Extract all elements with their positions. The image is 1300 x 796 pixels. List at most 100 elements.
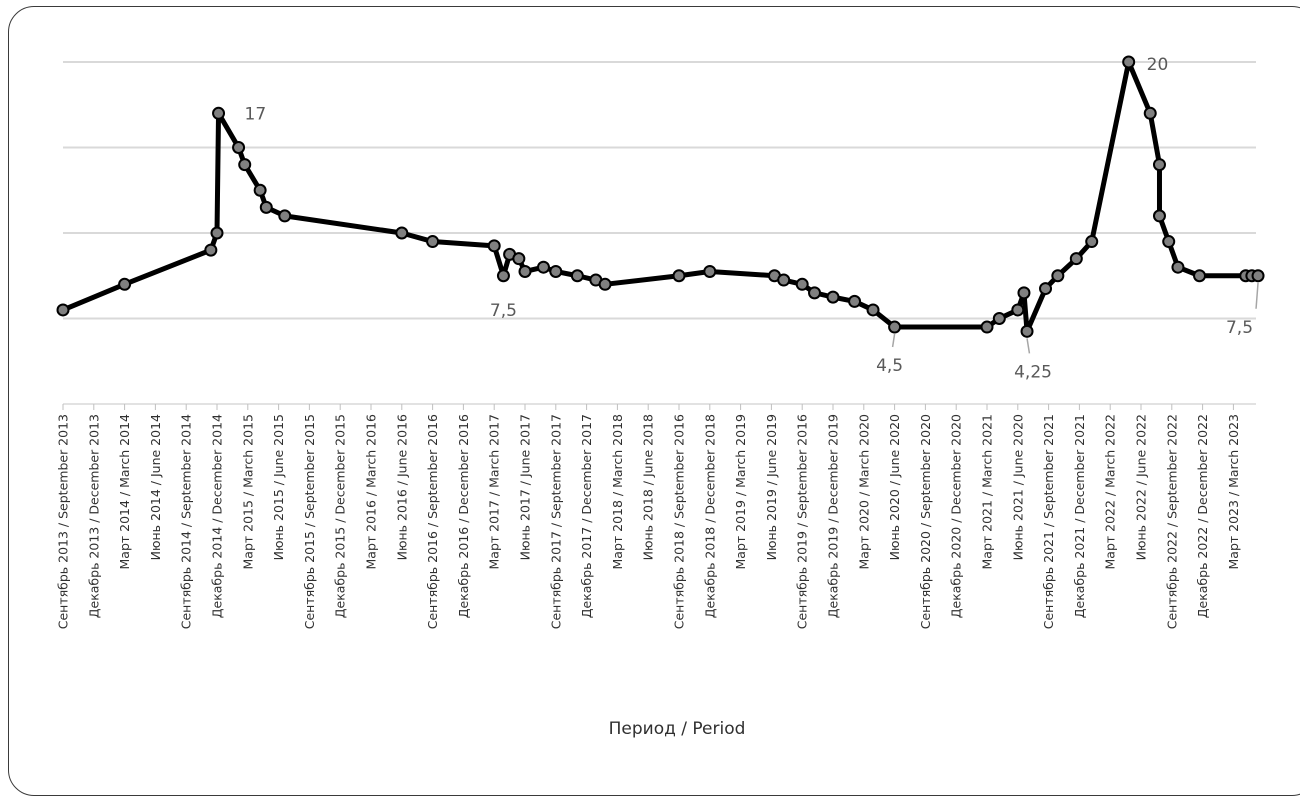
x-tick-label: Март 2023 / March 2023 [1226, 414, 1241, 570]
data-point [1039, 282, 1053, 296]
x-tick-label: Декабрь 2014 / December 2014 [210, 414, 225, 618]
data-point [496, 269, 510, 283]
data-point [795, 277, 809, 291]
x-tick-label: Сентябрь 2016 / September 2016 [425, 414, 440, 629]
data-point [672, 269, 686, 283]
x-tick-label: Сентябрь 2022 / September 2022 [1164, 414, 1179, 629]
data-label-leader [1255, 282, 1259, 309]
data-point [212, 106, 226, 120]
x-tick-label: Март 2018 / March 2018 [610, 414, 625, 570]
data-label: 4,5 [876, 356, 903, 376]
data-label: 17 [245, 104, 267, 124]
data-point [570, 269, 584, 283]
data-labels: 17 7,5 4,5 4,25 20 7,5 [245, 55, 1259, 382]
data-point [518, 264, 532, 278]
data-label-leader [1026, 338, 1031, 354]
data-point [512, 252, 526, 266]
data-point [536, 260, 550, 274]
x-tick-label: Июнь 2017 / June 2017 [518, 414, 533, 560]
x-tick-label: Март 2020 / March 2020 [856, 414, 871, 570]
data-label: 20 [1147, 55, 1169, 75]
data-label: 7,5 [490, 301, 517, 321]
x-tick-label: Март 2019 / March 2019 [733, 414, 748, 570]
x-tick-label: Сентябрь 2021 / September 2021 [1041, 414, 1056, 629]
x-tick-label: Июнь 2016 / June 2016 [394, 414, 409, 560]
x-tick-label: Сентябрь 2019 / September 2016 [795, 414, 810, 629]
x-tick-label: Декабрь 2016 / December 2016 [456, 414, 471, 618]
data-point [118, 277, 132, 291]
x-tick-label: Сентябрь 2020 / September 2020 [918, 414, 933, 629]
data-point [395, 226, 409, 240]
data-point [232, 141, 246, 154]
data-point [1051, 269, 1065, 283]
x-tick-label: Сентябрь 2014 / September 2014 [179, 414, 194, 629]
data-label: 4,25 [1014, 362, 1052, 382]
data-point [1152, 209, 1166, 223]
x-tick-label: Декабрь 2015 / December 2015 [333, 414, 348, 618]
x-tick-label: Сентябрь 2018 / September 2016 [672, 414, 687, 629]
data-point [598, 277, 612, 291]
x-tick-label: Март 2017 / March 2017 [487, 414, 502, 570]
data-point [848, 294, 862, 308]
x-tick-label: Декабрь 2019 / December 2019 [826, 414, 841, 618]
data-point [826, 290, 840, 304]
data-point [487, 239, 501, 253]
data-point [777, 273, 791, 287]
data-point [1193, 269, 1207, 283]
data-point [549, 264, 563, 278]
data-point [888, 320, 902, 334]
data-point [992, 312, 1006, 325]
data-point [703, 264, 717, 278]
x-tick-label: Март 2014 / March 2014 [117, 414, 132, 570]
data-point [278, 209, 292, 223]
data-point [1011, 303, 1025, 317]
line-chart: Сентябрь 2013 / September 2013 Декабрь 20… [56, 55, 1265, 739]
data-point [1085, 235, 1099, 249]
data-point [426, 235, 440, 249]
data-point [808, 286, 822, 300]
x-tick-label: Июнь 2019 / June 2019 [764, 414, 779, 560]
data-point [1251, 269, 1265, 283]
data-point [866, 303, 880, 317]
x-tick-label: Декабрь 2018 / December 2018 [702, 414, 717, 618]
data-point [1162, 235, 1176, 249]
x-tick-label: Июнь 2020 / June 2020 [887, 414, 902, 560]
data-point [1171, 260, 1185, 274]
data-point [1122, 55, 1136, 69]
data-point [1152, 158, 1166, 172]
x-tick-label: Декабрь 2021 / December 2021 [1072, 414, 1087, 618]
series-path [62, 59, 1259, 334]
data-point [56, 303, 70, 317]
x-tick-label: Июнь 2021 / June 2020 [1010, 414, 1025, 560]
x-tick-label: Июнь 2015 / June 2015 [271, 414, 286, 560]
data-point [210, 226, 224, 240]
x-tick-label: Сентябрь 2015 / September 2015 [302, 414, 317, 629]
gridlines [63, 61, 1256, 320]
data-point [204, 243, 218, 257]
x-tick-label: Сентябрь 2017 / September 2017 [548, 414, 563, 629]
x-axis: Сентябрь 2013 / September 2013 Декабрь 20… [56, 403, 1256, 629]
data-point [1017, 286, 1031, 300]
data-point [1143, 106, 1157, 120]
data-point [253, 183, 267, 197]
data-point [1020, 324, 1034, 338]
x-tick-label: Март 2016 / March 2016 [364, 414, 379, 570]
x-tick-label: Декабрь 2022 / December 2022 [1195, 414, 1210, 618]
data-point [238, 158, 252, 172]
x-tick-label: Сентябрь 2013 / September 2013 [56, 414, 71, 629]
x-tick-label: Март 2015 / March 2015 [240, 414, 255, 570]
x-axis-title: Период / Period [609, 719, 746, 739]
data-label-leader [891, 333, 896, 348]
x-tick-label: Июнь 2022 / June 2022 [1134, 414, 1149, 560]
x-tick-label: Декабрь 2017 / December 2017 [579, 414, 594, 618]
data-point [259, 200, 273, 214]
x-tick-label: Декабрь 2013 / December 2013 [86, 414, 101, 618]
data-point [1069, 252, 1083, 266]
data-point [980, 320, 994, 334]
x-tick-label: Июнь 2014 / June 2014 [148, 414, 163, 560]
x-tick-label: Декабрь 2020 / December 2020 [949, 414, 964, 618]
data-markers [56, 55, 1265, 338]
series-line [62, 59, 1259, 334]
x-tick-label: Март 2022 / March 2022 [1103, 414, 1118, 570]
x-tick-label: Март 2021 / March 2021 [980, 414, 995, 570]
